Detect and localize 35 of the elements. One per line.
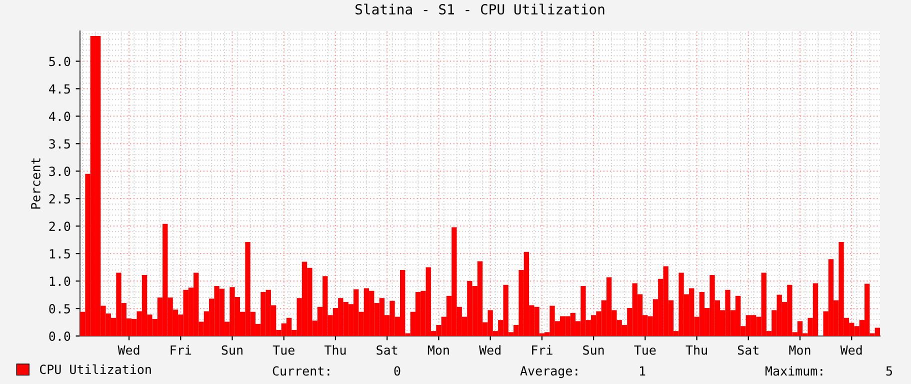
x-tick-label: Mon [789, 345, 810, 355]
x-tick-label: Thu [324, 345, 346, 355]
x-tick-label: Thu [686, 345, 707, 355]
text: Maximum: [766, 366, 822, 376]
x-tick-label: Tue [634, 345, 656, 355]
chart-title: Slatina - S1 - CPU Utilization [356, 4, 604, 15]
x-tick-label: Fri [532, 345, 552, 355]
x-tick-label: Sat [376, 345, 398, 355]
legend-label: CPU Utilization [40, 364, 151, 374]
y-tick-label: 1.0 [50, 276, 70, 286]
x-tick-label: Wed [479, 345, 500, 355]
y-axis-title: Percent [31, 158, 40, 209]
y-tick-label: 1.5 [50, 249, 70, 259]
x-tick-label: Wed [118, 345, 140, 355]
text: 5 [886, 366, 892, 376]
y-tick-label: 2.0 [49, 222, 70, 232]
x-tick-label: Sat [738, 345, 758, 355]
x-tick-label: Sun [583, 345, 604, 355]
text: 0 [394, 366, 400, 376]
x-tick-label: Sun [222, 345, 242, 355]
y-tick-label: 3.5 [49, 139, 70, 149]
y-tick-label: 0.5 [49, 304, 70, 314]
x-tick-label: Fri [170, 345, 192, 355]
y-tick-label: 4.0 [49, 112, 70, 122]
text: 1 [640, 366, 646, 376]
x-tick-label: Mon [428, 345, 449, 355]
text: Average: [520, 366, 578, 378]
y-tick-label: 2.5 [49, 194, 70, 204]
y-tick-label: 4.5 [49, 84, 70, 94]
text: Current: [272, 366, 330, 376]
x-tick-label: Wed [840, 345, 862, 355]
y-tick-label: 3.0 [49, 166, 70, 176]
y-tick-label: 0.0 [49, 332, 70, 341]
y-tick-label: 5.0 [49, 56, 70, 66]
x-tick-label: Tue [272, 345, 294, 355]
